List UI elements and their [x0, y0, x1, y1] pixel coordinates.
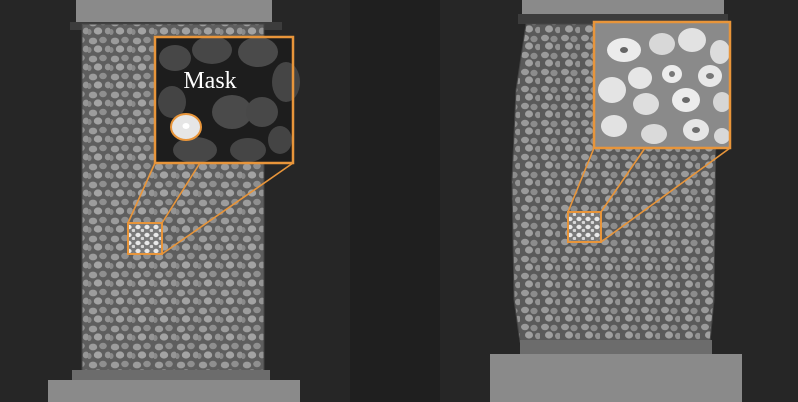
- right-inset-border: [592, 20, 732, 150]
- right-connector-1: [567, 147, 595, 213]
- right-top-gap: [518, 14, 728, 24]
- left-bottom-platen: [48, 380, 300, 402]
- right-connector-3: [600, 147, 731, 243]
- left-connector-1: [127, 162, 156, 224]
- right-connector-2: [600, 147, 646, 213]
- left-selection-box: [127, 222, 163, 255]
- left-mask-inset: Mask: [153, 35, 300, 165]
- right-scan: [490, 0, 742, 402]
- right-selection-region: [568, 212, 601, 242]
- left-connector-2: [161, 162, 201, 224]
- right-selection-box: [567, 211, 602, 243]
- left-top-platen: [76, 0, 272, 24]
- right-bottom-platen: [490, 354, 742, 402]
- right-top-platen: [522, 0, 724, 16]
- panel-divider: [350, 0, 440, 402]
- left-inset-border: [153, 35, 295, 165]
- right-zoom-inset: [592, 20, 732, 150]
- mask-label: Mask: [183, 68, 236, 94]
- right-bottom-shoulder: [520, 340, 712, 356]
- left-connector-3: [161, 162, 294, 255]
- left-scan: Mask: [48, 0, 300, 402]
- left-selection-region: [128, 223, 162, 254]
